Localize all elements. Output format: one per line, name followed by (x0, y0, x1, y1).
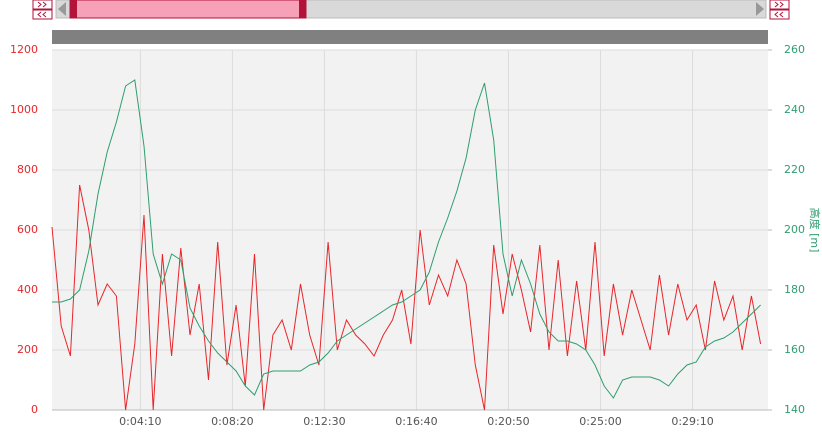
scroll-button[interactable] (769, 0, 790, 10)
y2-axis-label: 高度 [m] (808, 208, 822, 253)
y2-tick-label: 220 (784, 163, 805, 176)
y-tick-label: 1200 (10, 43, 38, 56)
icon (756, 2, 764, 16)
scroll-thumb[interactable] (69, 0, 307, 19)
y2-tick-label: 160 (784, 343, 805, 356)
y-tick-label: 800 (17, 163, 38, 176)
scrollbar[interactable] (32, 0, 790, 20)
y2-tick-label: 140 (784, 403, 805, 416)
y-tick-label: 600 (17, 223, 38, 236)
x-tick-label: 0:04:10 (119, 415, 161, 428)
icon (774, 1, 784, 8)
icon (774, 11, 784, 18)
icon (37, 11, 47, 18)
y2-tick-label: 200 (784, 223, 805, 236)
y2-tick-label: 260 (784, 43, 805, 56)
y-tick-label: 1000 (10, 103, 38, 116)
y2-tick-label: 240 (784, 103, 805, 116)
header-bar (52, 30, 768, 44)
y-tick-label: 200 (17, 343, 38, 356)
x-tick-label: 0:08:20 (211, 415, 253, 428)
x-tick-label: 0:25:00 (579, 415, 621, 428)
scroll-button[interactable] (32, 0, 53, 10)
thumb-edge[interactable] (70, 0, 77, 18)
y-tick-label: 0 (31, 403, 38, 416)
series-line (51, 184, 762, 411)
icon (58, 2, 66, 16)
y-tick-label: 400 (17, 283, 38, 296)
series-line (52, 79, 761, 399)
x-tick-label: 0:29:10 (671, 415, 713, 428)
y2-tick-label: 180 (784, 283, 805, 296)
x-tick-label: 0:16:40 (395, 415, 437, 428)
x-tick-label: 0:12:30 (303, 415, 345, 428)
icon (37, 1, 47, 8)
x-tick-label: 0:20:50 (487, 415, 529, 428)
thumb-edge[interactable] (299, 0, 306, 18)
